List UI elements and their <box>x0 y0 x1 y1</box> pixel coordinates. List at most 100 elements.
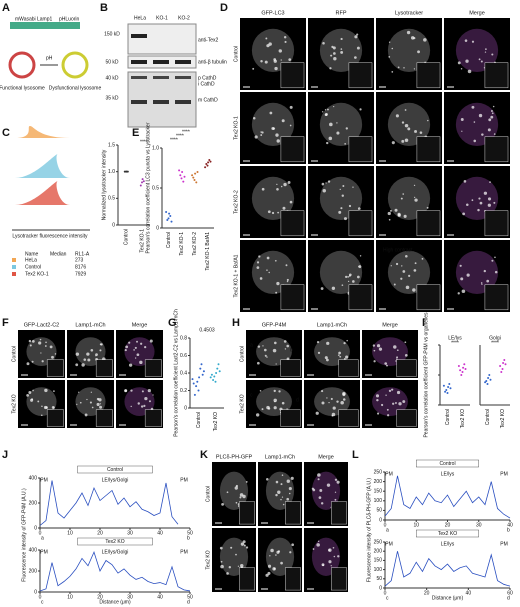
label: KO-2 <box>178 15 190 21</box>
histogram-peak <box>15 181 70 205</box>
y-tick-label: 1.0 <box>108 169 115 175</box>
label: i CathD <box>198 81 215 87</box>
inset <box>280 62 305 89</box>
puncta <box>404 138 409 143</box>
puncta <box>325 358 329 362</box>
x-tick-label: 40 <box>507 522 513 528</box>
puncta <box>354 56 357 59</box>
puncta <box>274 401 276 403</box>
puncta <box>243 544 246 547</box>
puncta <box>269 555 271 557</box>
group-title: Golgi <box>489 335 501 341</box>
puncta <box>328 402 330 404</box>
label: b <box>290 347 293 353</box>
x-tick-label: 30 <box>476 522 482 528</box>
dot <box>192 176 195 179</box>
puncta <box>39 338 42 341</box>
puncta <box>333 52 336 55</box>
band <box>175 100 191 104</box>
puncta <box>226 572 229 575</box>
dot <box>196 171 199 173</box>
puncta <box>494 256 496 259</box>
plot-title: Control <box>107 467 123 473</box>
puncta <box>388 218 391 221</box>
label: Tex2 KO-1 <box>25 271 49 277</box>
cell <box>387 250 431 294</box>
dot <box>195 385 198 388</box>
puncta <box>267 210 271 214</box>
x-tick-label: Control <box>445 409 451 425</box>
puncta <box>272 567 276 571</box>
puncta <box>316 341 320 344</box>
dot <box>484 381 487 384</box>
puncta <box>54 353 57 355</box>
inset <box>239 567 255 591</box>
dot <box>179 174 182 177</box>
blot <box>127 23 197 55</box>
inset <box>416 284 441 311</box>
puncta <box>312 548 315 550</box>
puncta <box>258 255 261 258</box>
puncta <box>261 408 264 411</box>
y-tick-label: 50 <box>376 576 382 582</box>
x-tick-label: Tex2 KO <box>460 409 466 428</box>
puncta <box>278 390 281 393</box>
puncta <box>388 41 391 43</box>
puncta <box>41 360 44 363</box>
puncta <box>466 203 469 206</box>
puncta <box>457 61 461 65</box>
puncta <box>491 259 494 262</box>
puncta <box>26 394 29 397</box>
label: a <box>41 535 44 541</box>
puncta <box>264 60 268 64</box>
y-tick-label: 1.0 <box>152 145 159 151</box>
puncta <box>276 550 280 554</box>
cell <box>251 102 295 146</box>
puncta <box>321 182 325 186</box>
puncta <box>255 413 260 417</box>
x-tick-label: 30 <box>127 594 133 600</box>
puncta <box>328 560 332 564</box>
puncta <box>321 401 325 405</box>
puncta <box>343 357 346 360</box>
x-tick-label: Control <box>166 232 172 248</box>
x-tick-label: Tex2 KO <box>213 412 219 431</box>
puncta <box>273 59 277 63</box>
puncta <box>340 207 343 210</box>
title-box <box>416 459 479 468</box>
puncta <box>137 402 140 405</box>
label: a <box>250 342 253 348</box>
puncta <box>262 345 264 347</box>
puncta <box>152 394 154 396</box>
puncta <box>226 491 229 494</box>
dot <box>141 178 144 181</box>
line <box>384 475 511 519</box>
puncta <box>228 566 231 569</box>
dot <box>503 359 506 361</box>
puncta <box>326 341 330 345</box>
x-tick-label: 0 <box>39 530 42 536</box>
puncta <box>330 397 333 401</box>
inset <box>285 501 301 525</box>
puncta <box>286 280 289 283</box>
puncta <box>492 105 495 108</box>
dot <box>488 374 491 376</box>
inset <box>416 210 441 237</box>
puncta <box>220 564 224 569</box>
puncta <box>277 211 280 214</box>
puncta <box>265 37 268 40</box>
puncta <box>81 363 85 367</box>
puncta <box>261 187 265 191</box>
puncta <box>334 498 337 501</box>
dot <box>182 180 185 183</box>
y-tick-label: 50 <box>376 508 382 514</box>
puncta <box>29 344 32 347</box>
puncta <box>84 413 88 417</box>
puncta <box>276 139 280 143</box>
dot <box>201 373 204 376</box>
puncta <box>317 351 321 354</box>
puncta <box>347 280 350 283</box>
axis-title: Pearson's correlation coefficient LC3 pu… <box>145 122 151 253</box>
puncta <box>240 564 244 568</box>
puncta <box>53 390 55 393</box>
